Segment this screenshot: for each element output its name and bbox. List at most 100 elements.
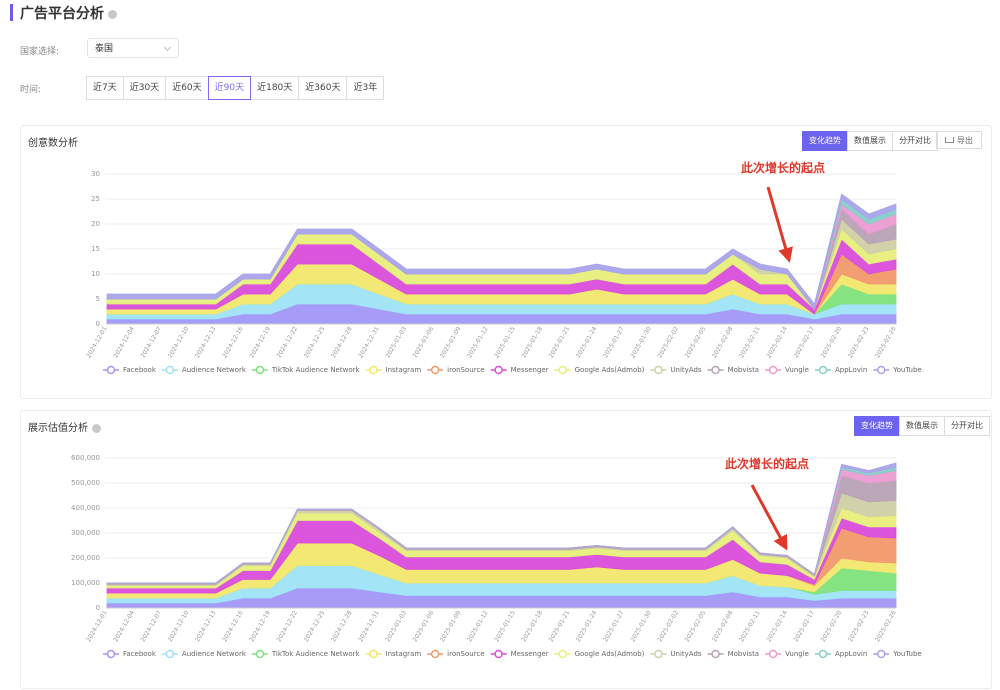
x-tick-label: 2024-12-31 — [357, 325, 381, 359]
legend-label: Mobvista — [728, 650, 760, 658]
time-option[interactable]: 近7天 — [86, 76, 124, 100]
legend-item: Facebook — [103, 365, 157, 375]
legend-label: Audience Network — [182, 650, 247, 658]
export-button[interactable]: 导出 — [936, 131, 982, 149]
legend-item: YouTube — [873, 365, 922, 375]
legend-item: UnityAds — [650, 649, 702, 659]
legend-item: Google Ads(Admob) — [554, 365, 645, 375]
legend-marker — [430, 649, 440, 659]
x-tick-label: 2025-02-26 — [874, 609, 898, 643]
legend-marker — [654, 649, 663, 659]
legend-label: Messenger — [511, 650, 549, 658]
x-tick-label: 2025-01-21 — [548, 325, 572, 359]
legend-label: ironSource — [447, 366, 484, 374]
x-tick-label: 2025-02-14 — [765, 325, 789, 359]
panel-title: 展示估值分析 — [28, 419, 101, 434]
legend-label: Google Ads(Admob) — [575, 650, 645, 658]
time-option[interactable]: 近180天 — [250, 76, 300, 100]
country-label: 国家选择: — [20, 47, 60, 57]
legend-label: ironSource — [447, 650, 484, 658]
country-select[interactable]: 泰国 — [87, 38, 179, 58]
legend-item: Instagram — [365, 365, 421, 375]
x-tick-label: 2025-02-05 — [684, 609, 708, 643]
panel-title: 创意数分析 — [28, 138, 78, 149]
annotation: 此次增长的起点 — [741, 160, 825, 175]
help-icon[interactable] — [108, 9, 117, 19]
legend-item: Vungle — [765, 649, 809, 659]
time-option[interactable]: 近90天 — [207, 76, 252, 100]
x-tick-label: 2025-02-08 — [711, 325, 735, 359]
x-tick-label: 2025-01-30 — [629, 609, 653, 643]
legend-item: Facebook — [103, 649, 157, 659]
legend-label: YouTube — [892, 366, 921, 374]
x-tick-label: 2025-02-23 — [847, 609, 871, 643]
legend-label: Facebook — [123, 650, 157, 658]
legend-marker — [494, 649, 503, 659]
legend-label: Mobvista — [728, 366, 760, 374]
y-tick-label: 20 — [91, 220, 100, 228]
y-tick-label: 10 — [91, 270, 100, 278]
legend-marker — [768, 365, 778, 375]
x-tick-label: 2024-12-10 — [167, 609, 191, 643]
x-tick-label: 2024-12-04 — [112, 609, 136, 643]
legend-marker — [255, 365, 265, 375]
x-tick-label: 2024-12-01 — [85, 609, 109, 643]
legend-label: Vungle — [785, 366, 809, 374]
legend-label: AppLovin — [835, 366, 867, 374]
help-icon[interactable] — [92, 423, 101, 433]
x-tick-label: 2025-01-30 — [629, 325, 653, 359]
legend-marker — [818, 649, 828, 659]
x-tick-label: 2024-12-16 — [221, 325, 245, 359]
legend-label: Google Ads(Admob) — [575, 366, 645, 374]
legend-label: Vungle — [785, 650, 809, 658]
view-option[interactable]: 分开对比 — [892, 131, 938, 151]
x-tick-label: 2024-12-01 — [85, 325, 109, 359]
view-options: 变化趋势 数值展示 分开对比 — [854, 416, 990, 436]
x-tick-label: 2025-02-26 — [874, 325, 898, 359]
x-tick-label: 2024-12-07 — [140, 325, 164, 359]
x-tick-label: 2024-12-04 — [112, 325, 136, 359]
y-tick-label: 400,000 — [71, 504, 100, 512]
x-tick-label: 2025-01-27 — [602, 609, 626, 643]
legend-marker — [106, 649, 116, 659]
legend-marker — [430, 365, 440, 375]
legend-marker — [877, 365, 886, 375]
x-tick-label: 2025-01-03 — [385, 609, 409, 643]
legend: Facebook Audience Network TikTok Audience … — [103, 365, 922, 375]
view-option[interactable]: 变化趋势 — [802, 131, 848, 151]
legend-item: AppLovin — [815, 649, 867, 659]
x-tick-label: 2025-01-06 — [412, 325, 436, 359]
x-tick-label: 2025-01-21 — [548, 609, 572, 643]
export-icon — [945, 137, 954, 143]
time-options: 近7天 近30天 近60天 近90天 近180天 近360天 近3年 — [86, 76, 385, 100]
x-tick-label: 2024-12-07 — [140, 609, 164, 643]
legend-marker — [165, 365, 175, 375]
x-tick-label: 2025-01-12 — [466, 609, 490, 643]
legend-item: Mobvista — [707, 649, 760, 659]
x-tick-label: 2025-01-18 — [521, 325, 545, 359]
time-option[interactable]: 近360天 — [298, 76, 348, 100]
legend-item: Mobvista — [707, 365, 760, 375]
legend-label: TikTok Audience Network — [271, 366, 361, 374]
legend-marker — [818, 365, 828, 375]
view-options: 变化趋势 数值展示 分开对比 — [802, 131, 938, 151]
legend-marker — [711, 365, 720, 375]
time-option[interactable]: 近3年 — [346, 76, 385, 100]
x-tick-label: 2025-01-12 — [466, 325, 490, 359]
legend-item: TikTok Audience Network — [251, 365, 361, 375]
x-tick-label: 2025-02-20 — [820, 609, 844, 643]
legend-marker — [494, 365, 503, 375]
x-tick-label: 2025-01-03 — [385, 325, 409, 359]
legend-marker — [558, 649, 567, 659]
x-tick-label: 2024-12-22 — [276, 609, 300, 643]
legend-label: Audience Network — [182, 366, 247, 374]
legend-marker — [255, 649, 265, 659]
view-option[interactable]: 分开对比 — [944, 416, 990, 436]
x-tick-label: 2025-02-20 — [820, 325, 844, 359]
legend-marker — [877, 649, 886, 659]
legend-label: Instagram — [386, 650, 422, 658]
legend-item: Audience Network — [161, 365, 247, 375]
y-tick-label: 25 — [91, 195, 100, 203]
